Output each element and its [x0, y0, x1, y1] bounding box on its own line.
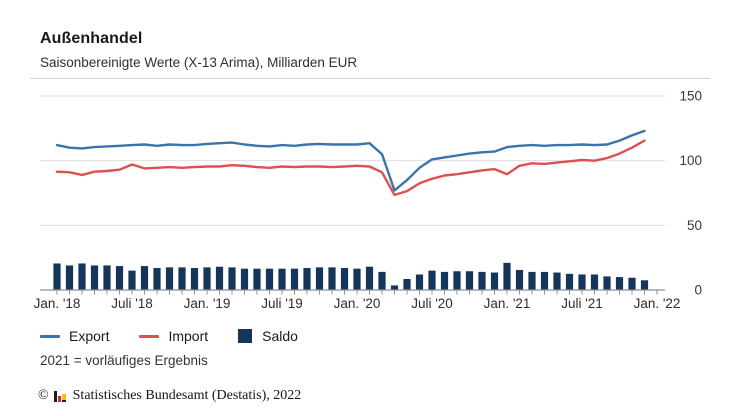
- header-divider: [30, 78, 710, 79]
- export-line-swatch: [40, 334, 60, 338]
- svg-text:Jan. '21: Jan. '21: [484, 296, 531, 311]
- svg-text:Juli '18: Juli '18: [111, 296, 153, 311]
- legend-label-export: Export: [69, 328, 110, 344]
- svg-text:Jan. '19: Jan. '19: [184, 296, 231, 311]
- page-subtitle: Saisonbereinigte Werte (X-13 Arima), Mil…: [40, 55, 358, 70]
- destatis-logo-icon: [53, 390, 67, 402]
- svg-text:Juli '20: Juli '20: [411, 296, 453, 311]
- svg-text:100: 100: [679, 153, 702, 168]
- svg-text:150: 150: [679, 89, 702, 104]
- legend-item-saldo: Saldo: [238, 328, 298, 344]
- svg-text:Juli '21: Juli '21: [561, 296, 603, 311]
- svg-text:Juli '19: Juli '19: [261, 296, 303, 311]
- svg-text:Jan. '20: Jan. '20: [334, 296, 381, 311]
- svg-text:0: 0: [694, 283, 702, 298]
- copyright-symbol: ©: [38, 388, 49, 403]
- chart-header: Außenhandel Saisonbereinigte Werte (X-13…: [40, 30, 357, 70]
- import-line-swatch: [139, 334, 160, 338]
- legend-label-saldo: Saldo: [262, 328, 298, 344]
- chart-area: 0 50 100 150 Jan. '18 Juli '18 Jan. '19 Juli '1…: [0, 80, 740, 315]
- trade-chart: 0 50 100 150 Jan. '18 Juli '18 Jan. '19 Juli '1…: [34, 89, 702, 312]
- svg-text:Jan. '18: Jan. '18: [34, 296, 81, 311]
- legend-item-import: Import: [139, 328, 208, 344]
- chart-legend: Export Import Saldo: [40, 328, 328, 344]
- saldo-bar-swatch: [238, 329, 253, 343]
- svg-text:50: 50: [687, 218, 702, 233]
- svg-text:Jan. '22: Jan. '22: [634, 296, 681, 311]
- legend-label-import: Import: [168, 328, 209, 344]
- page-title: Außenhandel: [40, 30, 143, 47]
- copyright-line: © Statistisches Bundesamt (Destatis), 20…: [38, 388, 301, 404]
- legend-item-export: Export: [40, 328, 109, 344]
- footnote: 2021 = vorläufiges Ergebnis: [40, 353, 208, 368]
- copyright-text: Statistisches Bundesamt (Destatis), 2022: [72, 388, 302, 403]
